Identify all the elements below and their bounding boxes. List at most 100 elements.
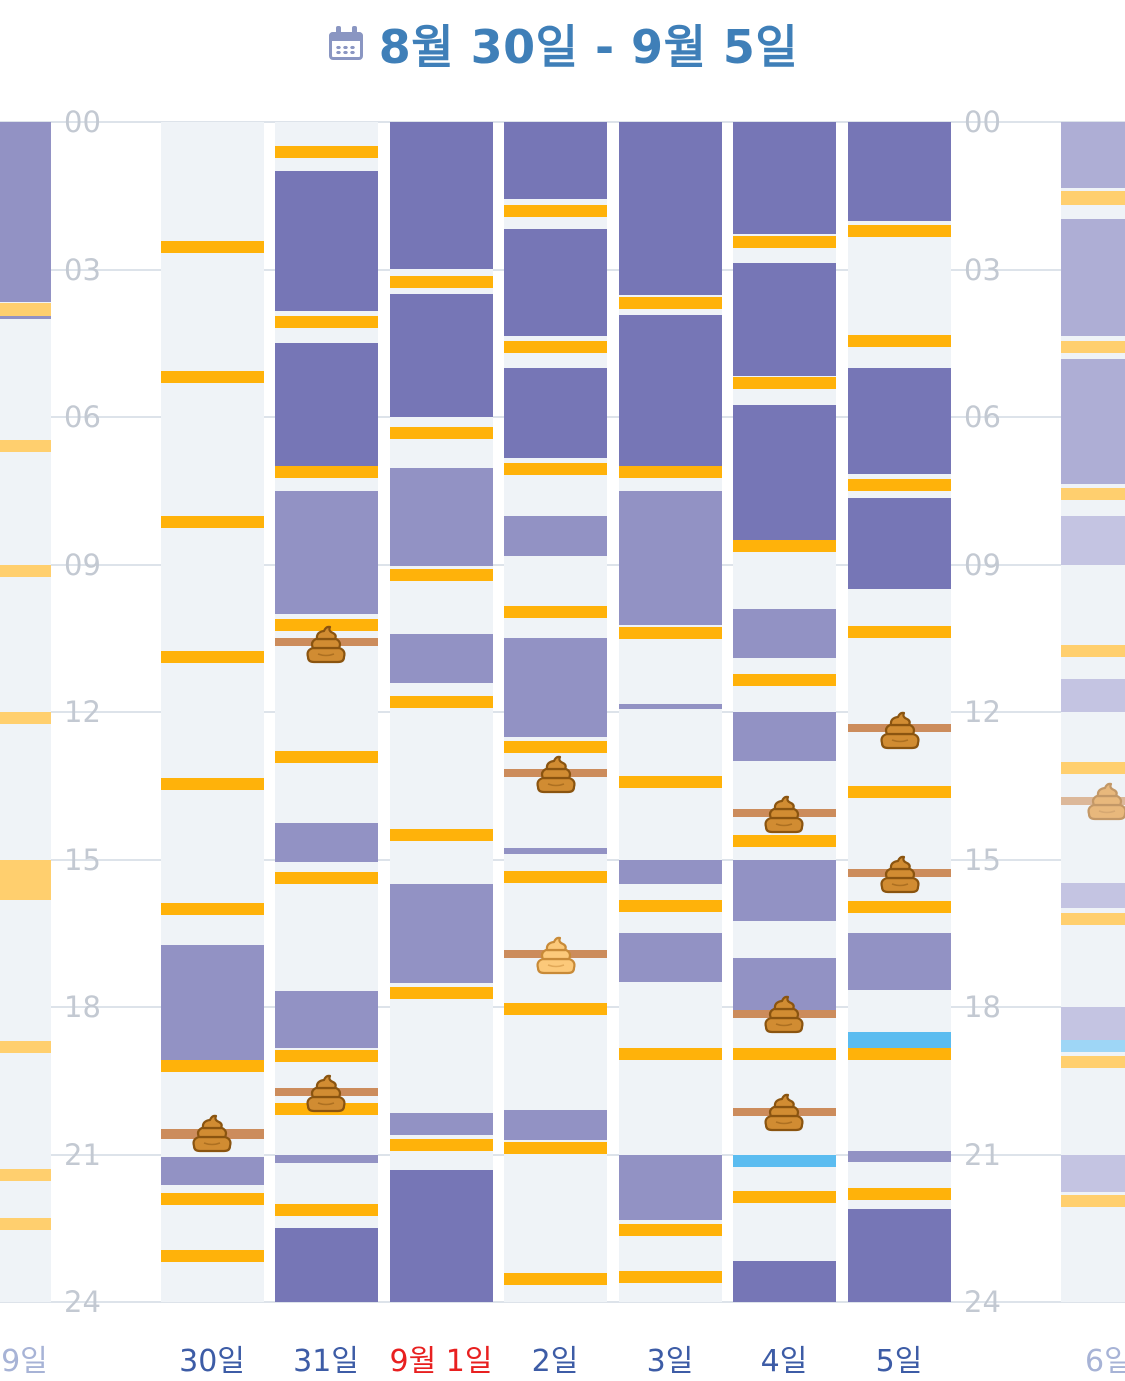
feeding-marker[interactable] [619,627,722,639]
feeding-marker[interactable] [390,1139,493,1151]
sleep-block[interactable] [0,440,51,452]
sleep-block[interactable] [0,565,51,577]
feeding-marker[interactable] [619,776,722,788]
sleep-block[interactable] [390,122,493,269]
sleep-block[interactable] [733,122,836,234]
sleep-block[interactable] [1061,488,1125,500]
sleep-block[interactable] [1061,913,1125,925]
sleep-block[interactable] [1061,1195,1125,1207]
feeding-marker[interactable] [733,377,836,389]
sleep-block[interactable] [1061,359,1125,484]
feeding-marker[interactable] [619,297,722,309]
bath-marker[interactable] [848,1032,951,1048]
day-label[interactable]: 4일 [760,1344,808,1379]
feeding-marker[interactable] [161,1060,264,1072]
feeding-marker[interactable] [161,1193,264,1205]
sleep-block[interactable] [390,884,493,983]
feeding-marker[interactable] [733,835,836,847]
sleep-block[interactable] [1061,1056,1125,1068]
poop-icon[interactable] [1085,781,1125,821]
sleep-block[interactable] [848,122,951,221]
poop-icon[interactable] [878,854,922,894]
sleep-block[interactable] [0,860,51,900]
sleep-block[interactable] [848,368,951,474]
sleep-block[interactable] [1061,645,1125,657]
feeding-marker[interactable] [848,786,951,798]
day-label[interactable]: 3일 [646,1344,694,1379]
sleep-block[interactable] [504,848,607,854]
sleep-block[interactable] [619,1155,722,1220]
sleep-block[interactable] [848,1151,951,1162]
feeding-marker[interactable] [504,1003,607,1015]
sleep-block[interactable] [848,498,951,589]
feeding-marker[interactable] [275,466,378,478]
feeding-marker[interactable] [848,1048,951,1060]
feeding-marker[interactable] [848,335,951,347]
day-column-6[interactable] [733,122,836,1302]
feeding-marker[interactable] [504,871,607,883]
feeding-marker[interactable] [275,619,378,631]
next-day-label[interactable]: 6일 [1085,1344,1125,1379]
sleep-block[interactable] [275,991,378,1048]
sleep-block[interactable] [390,634,493,683]
sleep-block[interactable] [1061,1155,1125,1192]
day-label[interactable]: 2일 [531,1344,579,1379]
feeding-marker[interactable] [504,205,607,217]
day-column-3[interactable] [390,122,493,1302]
sleep-block[interactable] [619,122,722,295]
feeding-marker[interactable] [504,1273,607,1285]
feeding-marker[interactable] [504,463,607,475]
sleep-block[interactable] [619,704,722,709]
sleep-block[interactable] [1061,762,1125,774]
sleep-block[interactable] [1061,516,1125,565]
feeding-marker[interactable] [733,236,836,248]
sleep-block[interactable] [504,638,607,737]
sleep-block[interactable] [0,1169,51,1181]
sleep-block[interactable] [275,491,378,614]
poop-icon[interactable] [878,710,922,750]
sleep-block[interactable] [733,263,836,376]
sleep-block[interactable] [1061,883,1125,908]
day-label[interactable]: 31일 [293,1344,359,1379]
day-label[interactable]: 5일 [875,1344,923,1379]
sleep-block[interactable] [1061,1007,1125,1040]
sleep-block[interactable] [275,1155,378,1163]
sleep-block[interactable] [275,343,378,466]
feeding-marker[interactable] [619,466,722,478]
sleep-block[interactable] [0,316,51,319]
sleep-block[interactable] [619,933,722,982]
sleep-block[interactable] [1061,191,1125,205]
feeding-marker[interactable] [390,696,493,708]
poop-icon[interactable] [762,794,806,834]
prev-day-label[interactable]: 29일 [0,1344,48,1379]
feeding-marker[interactable] [161,371,264,383]
feeding-marker[interactable] [390,987,493,999]
sleep-block[interactable] [504,368,607,458]
sleep-block[interactable] [275,1228,378,1302]
sleep-block[interactable] [848,933,951,990]
poop-icon[interactable] [762,994,806,1034]
feeding-marker[interactable] [161,1250,264,1262]
feeding-marker[interactable] [504,1142,607,1154]
feeding-marker[interactable] [733,674,836,686]
feeding-marker[interactable] [848,225,951,237]
sleep-block[interactable] [390,468,493,566]
sleep-block[interactable] [619,315,722,466]
feeding-marker[interactable] [619,900,722,912]
sleep-block[interactable] [0,712,51,724]
feeding-marker[interactable] [733,1191,836,1203]
bath-marker[interactable] [733,1155,836,1167]
next-week-column[interactable] [1061,122,1125,1302]
sleep-block[interactable] [0,1218,51,1230]
feeding-marker[interactable] [390,276,493,288]
poop-icon[interactable] [190,1113,234,1153]
day-column-2[interactable] [275,122,378,1302]
feeding-marker[interactable] [504,606,607,618]
feeding-marker[interactable] [275,751,378,763]
sleep-block[interactable] [275,171,378,311]
poop-icon[interactable] [762,1092,806,1132]
feeding-marker[interactable] [390,569,493,581]
sleep-block[interactable] [0,1041,51,1053]
sleep-block[interactable] [733,609,836,658]
